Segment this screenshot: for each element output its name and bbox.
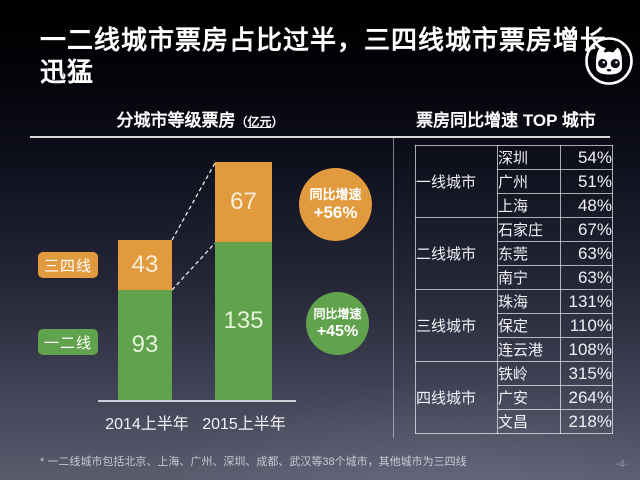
- tier-label: 二线城市: [415, 217, 498, 290]
- growth-badge-tier34-label: 同比增速: [309, 187, 362, 202]
- growth-badge-tier34-value: +56%: [313, 203, 358, 222]
- city-cell: 广安: [497, 385, 561, 410]
- city-cell: 石家庄: [497, 217, 561, 242]
- chart-title: 分城市等级票房（亿元）: [60, 106, 340, 131]
- bar-2015-tier34-value: 67: [230, 188, 257, 215]
- growth-badge-tier12-label: 同比增速: [313, 307, 362, 321]
- chart-unit-open: （: [235, 115, 248, 129]
- bar-2015-tier12-value: 135: [223, 307, 264, 334]
- bar-2014-tier34-segment: 43: [118, 240, 172, 290]
- growth-badge-tier34: 同比增速 +56%: [299, 168, 372, 241]
- city-cell: 深圳: [497, 145, 561, 170]
- chart-unit: 亿元: [247, 115, 272, 129]
- pct-cell: 315%: [560, 361, 613, 386]
- pct-cell: 51%: [560, 169, 613, 194]
- page-title-line2: 迅猛: [40, 57, 95, 87]
- pct-cell: 108%: [560, 337, 613, 362]
- city-cell: 保定: [497, 313, 561, 338]
- pct-cell: 63%: [560, 265, 613, 290]
- legend-tier12-badge: 一二线: [38, 329, 98, 355]
- x-label-2015: 2015上半年: [202, 416, 286, 433]
- x-label-2014: 2014上半年: [105, 416, 189, 433]
- growth-badge-tier12-value: +45%: [316, 323, 359, 340]
- pct-cell: 67%: [560, 217, 613, 242]
- page-number: -4-: [615, 459, 628, 470]
- footnote: * 一二线城市包括北京、上海、广州、深圳、成都、武汉等38个城市，其他城市为三四…: [40, 456, 467, 468]
- city-cell: 上海: [497, 193, 561, 218]
- pct-cell: 48%: [560, 193, 613, 218]
- pct-cell: 110%: [560, 313, 613, 338]
- bar-2015-tier34-segment: 67: [215, 162, 272, 242]
- chart-title-text: 分城市等级票房: [116, 111, 236, 130]
- table-row: 南宁 63%: [416, 265, 613, 290]
- city-cell: 东莞: [497, 241, 561, 266]
- city-cell: 广州: [497, 169, 561, 194]
- tier-label: 三线城市: [415, 289, 498, 362]
- pct-cell: 54%: [560, 145, 613, 170]
- x-axis-line: [98, 400, 296, 402]
- section-divider: [393, 137, 394, 438]
- pct-cell: 264%: [560, 385, 613, 410]
- legend-tier34-badge: 三四线: [38, 252, 98, 278]
- table-row: 三线城市 珠海 131%: [415, 289, 613, 362]
- city-cell: 珠海: [497, 289, 561, 314]
- tier-label: 四线城市: [415, 361, 498, 434]
- chart-unit-close: ）: [271, 115, 284, 129]
- growth-badge-tier12: 同比增速 +45%: [306, 292, 369, 355]
- table-row: 文昌 218%: [416, 409, 613, 434]
- table-row: 广安 264%: [416, 385, 613, 410]
- tier-label: 一线城市: [415, 145, 498, 218]
- bar-2014-tier12-segment: 93: [118, 290, 172, 400]
- header-divider: [30, 136, 610, 138]
- pct-cell: 218%: [560, 409, 613, 434]
- bar-2014-tier12-value: 93: [131, 331, 159, 358]
- table-row: 一线城市 深圳 54%: [415, 145, 613, 218]
- top-cities-table: 一线城市 深圳 54% 广州 51% 上海 48% 二线城市 石家庄 67% 东…: [415, 145, 613, 434]
- bar-2014-tier34-value: 43: [131, 251, 159, 278]
- city-cell: 文昌: [497, 409, 561, 434]
- bar-2015-tier12-segment: 135: [215, 242, 272, 400]
- city-cell: 连云港: [497, 337, 561, 362]
- page-title: 一二线城市票房占比过半，三四线城市票房增长 迅猛: [40, 24, 607, 88]
- pct-cell: 131%: [560, 289, 613, 314]
- city-cell: 铁岭: [497, 361, 561, 386]
- table-row: 东莞 63%: [416, 241, 613, 266]
- table-row: 四线城市 铁岭 315%: [415, 361, 613, 434]
- maoyan-cat-icon: [585, 37, 633, 85]
- page-title-line1: 一二线城市票房占比过半，三四线城市票房增长: [40, 25, 608, 55]
- city-cell: 南宁: [497, 265, 561, 290]
- pct-cell: 63%: [560, 241, 613, 266]
- table-row: 二线城市 石家庄 67%: [415, 217, 613, 290]
- table-title: 票房同比增速 TOP 城市: [416, 111, 596, 130]
